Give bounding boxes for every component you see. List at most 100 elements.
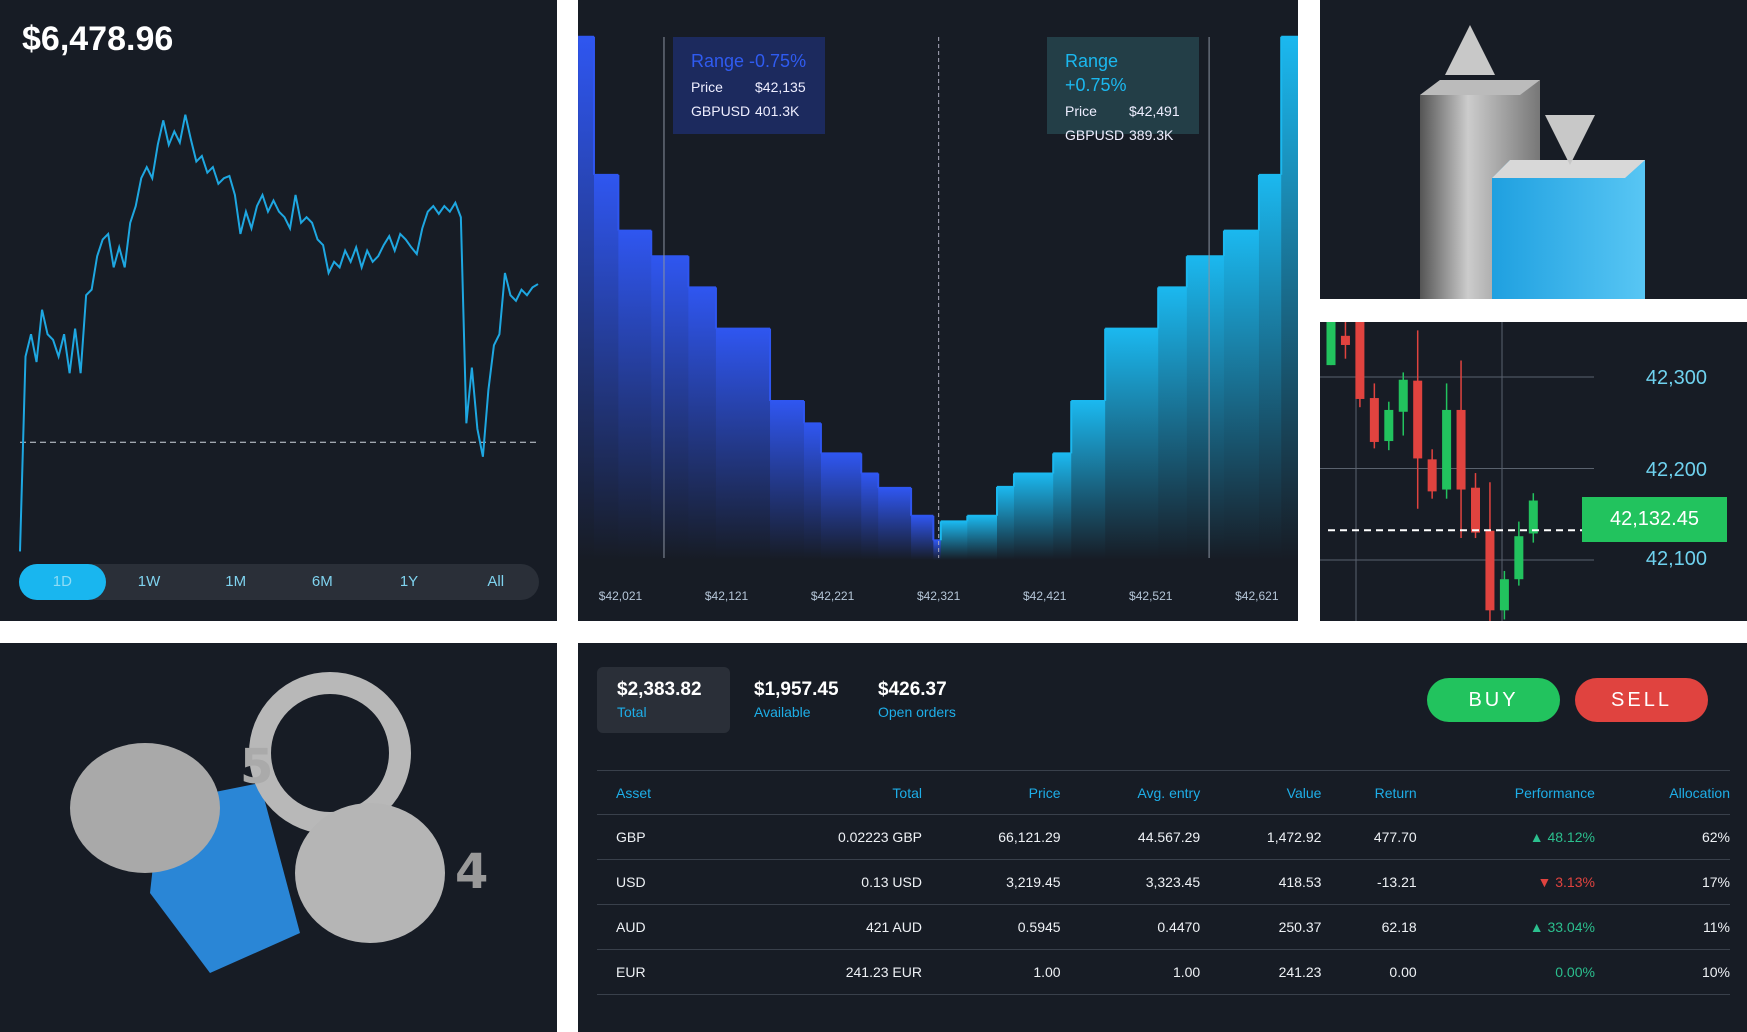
candle-down — [1355, 322, 1365, 399]
range-high-pair-label: GBPUSD — [1065, 127, 1125, 143]
asset-cell: GBP — [597, 814, 797, 860]
y-label-42200: 42,200 — [1645, 459, 1707, 481]
col-return[interactable]: Return — [1321, 770, 1417, 815]
summary-total: $2,383.82 Total — [597, 667, 730, 733]
summary-available: $1,957.45 Available — [734, 667, 859, 733]
triangle-up-icon: ▲ — [1529, 829, 1548, 845]
allocation-cell: 17% — [1594, 859, 1730, 905]
y-label-42100: 42,100 — [1645, 548, 1707, 570]
portfolio-chart-panel: $6,478.96 1D 1W 1M 6M 1Y All — [0, 0, 557, 621]
holdings-table: Asset Total Price Avg. entry Value Retur… — [597, 770, 1730, 995]
range-low-box: Range -0.75% Price $42,135 GBPUSD 401.3K — [673, 37, 825, 134]
bid-step — [593, 174, 619, 560]
ask-step — [1053, 453, 1072, 560]
candle-down — [1471, 487, 1480, 533]
range-6m[interactable]: 6M — [311, 573, 333, 590]
value-cell: 250.37 — [1200, 904, 1322, 950]
portfolio-line — [19, 114, 539, 552]
range-1w[interactable]: 1W — [137, 573, 161, 590]
ask-step — [1105, 328, 1159, 560]
table-row[interactable]: USD 0.13 USD 3,219.45 3,323.45 418.53 -13.21 ▼… — [597, 859, 1730, 905]
avg-entry-cell: 3,323.45 — [1060, 859, 1201, 905]
price-cell: 66,121.29 — [922, 814, 1061, 860]
value-cell: 241.23 — [1200, 949, 1322, 995]
candle-down — [1427, 459, 1437, 492]
svg-text:5: 5 — [240, 739, 273, 795]
avg-entry-cell: 1.00 — [1060, 949, 1201, 995]
depth-chart-panel: Range -0.75% Price $42,135 GBPUSD 401.3K R… — [578, 0, 1298, 621]
candle-down — [1413, 380, 1423, 459]
range-1y[interactable]: 1Y — [399, 573, 419, 590]
ask-step — [1186, 256, 1225, 560]
range-low-title: Range -0.75% — [691, 51, 807, 71]
triangle-down-icon: ▼ — [1537, 874, 1556, 890]
range-low-pair-label: GBPUSD — [691, 103, 751, 119]
ask-step — [967, 515, 998, 560]
candle-down — [1485, 530, 1495, 611]
return-cell: 62.18 — [1321, 904, 1417, 950]
x-tick-label: $42,121 — [704, 589, 749, 603]
asset-cell: AUD — [597, 904, 797, 950]
bid-step — [878, 487, 912, 560]
col-avg-entry[interactable]: Avg. entry — [1060, 770, 1201, 815]
col-value[interactable]: Value — [1200, 770, 1322, 815]
total-cell: 241.23 EUR — [797, 949, 922, 995]
portfolio-line-chart — [19, 114, 539, 552]
bid-step — [770, 401, 805, 560]
ask-step — [1281, 36, 1298, 560]
x-tick-label: $42,221 — [810, 589, 855, 603]
performance-cell: ▼ 3.13% — [1416, 859, 1595, 905]
bid-step — [618, 230, 652, 560]
price-cell: 0.5945 — [922, 904, 1061, 950]
price-cell: 1.00 — [922, 949, 1061, 995]
bid-step — [803, 423, 822, 560]
range-1m[interactable]: 1M — [225, 573, 247, 590]
avg-entry-cell: 44.567.29 — [1060, 814, 1201, 860]
coins-illustration-icon: 5 4 — [70, 672, 488, 973]
open-orders-value: $426.37 — [878, 679, 947, 700]
bid-step — [651, 256, 689, 560]
col-allocation[interactable]: Allocation — [1594, 770, 1730, 815]
table-header-row: Asset Total Price Avg. entry Value Retur… — [597, 770, 1730, 815]
y-label-42300: 42,300 — [1645, 367, 1707, 389]
return-cell: 0.00 — [1321, 949, 1417, 995]
allocation-cell: 62% — [1594, 814, 1730, 860]
candle-up — [1384, 409, 1394, 442]
buy-button[interactable]: BUY — [1427, 678, 1560, 722]
triangle-up-icon: ▲ — [1529, 919, 1548, 935]
range-1d[interactable]: 1D — [19, 564, 106, 600]
col-asset[interactable]: Asset — [597, 770, 797, 815]
col-total[interactable]: Total — [797, 770, 922, 815]
table-row[interactable]: AUD 421 AUD 0.5945 0.4470 250.37 62.18 ▲ 33.04… — [597, 904, 1730, 950]
portfolio-balance: $6,478.96 — [22, 20, 174, 58]
col-performance[interactable]: Performance — [1416, 770, 1595, 815]
bid-step — [715, 328, 771, 560]
sell-button[interactable]: SELL — [1575, 678, 1708, 722]
avg-entry-cell: 0.4470 — [1060, 904, 1201, 950]
x-tick-label: $42,521 — [1129, 589, 1173, 603]
range-all[interactable]: All — [487, 573, 505, 590]
bid-step — [933, 540, 942, 560]
ask-step — [940, 521, 968, 560]
performance-value: 48.12% — [1547, 829, 1595, 845]
table-row[interactable]: EUR 241.23 EUR 1.00 1.00 241.23 0.00 0.00% 10% — [597, 949, 1730, 995]
ask-step — [1223, 230, 1260, 560]
range-high-price: $42,491 — [1129, 103, 1180, 119]
allocation-cell: 11% — [1594, 904, 1730, 950]
candle-up — [1398, 379, 1408, 412]
range-high-price-label: Price — [1065, 103, 1097, 119]
col-price[interactable]: Price — [922, 770, 1061, 815]
candle-up — [1528, 500, 1538, 534]
candle-down — [1456, 409, 1466, 490]
ask-step — [1158, 287, 1188, 560]
performance-value: 0.00% — [1555, 964, 1595, 980]
table-row[interactable]: GBP 0.02223 GBP 66,121.29 44.567.29 1,472.92… — [597, 814, 1730, 860]
total-cell: 0.13 USD — [797, 859, 922, 905]
performance-value: 3.13% — [1555, 874, 1595, 890]
depth-chart — [578, 35, 1298, 560]
performance-cell: ▲ 48.12% — [1416, 814, 1595, 860]
ask-step — [1258, 174, 1282, 560]
range-high-pair-value: 389.3K — [1129, 127, 1174, 143]
candle-down — [1340, 335, 1350, 345]
available-value: $1,957.45 — [754, 679, 839, 700]
